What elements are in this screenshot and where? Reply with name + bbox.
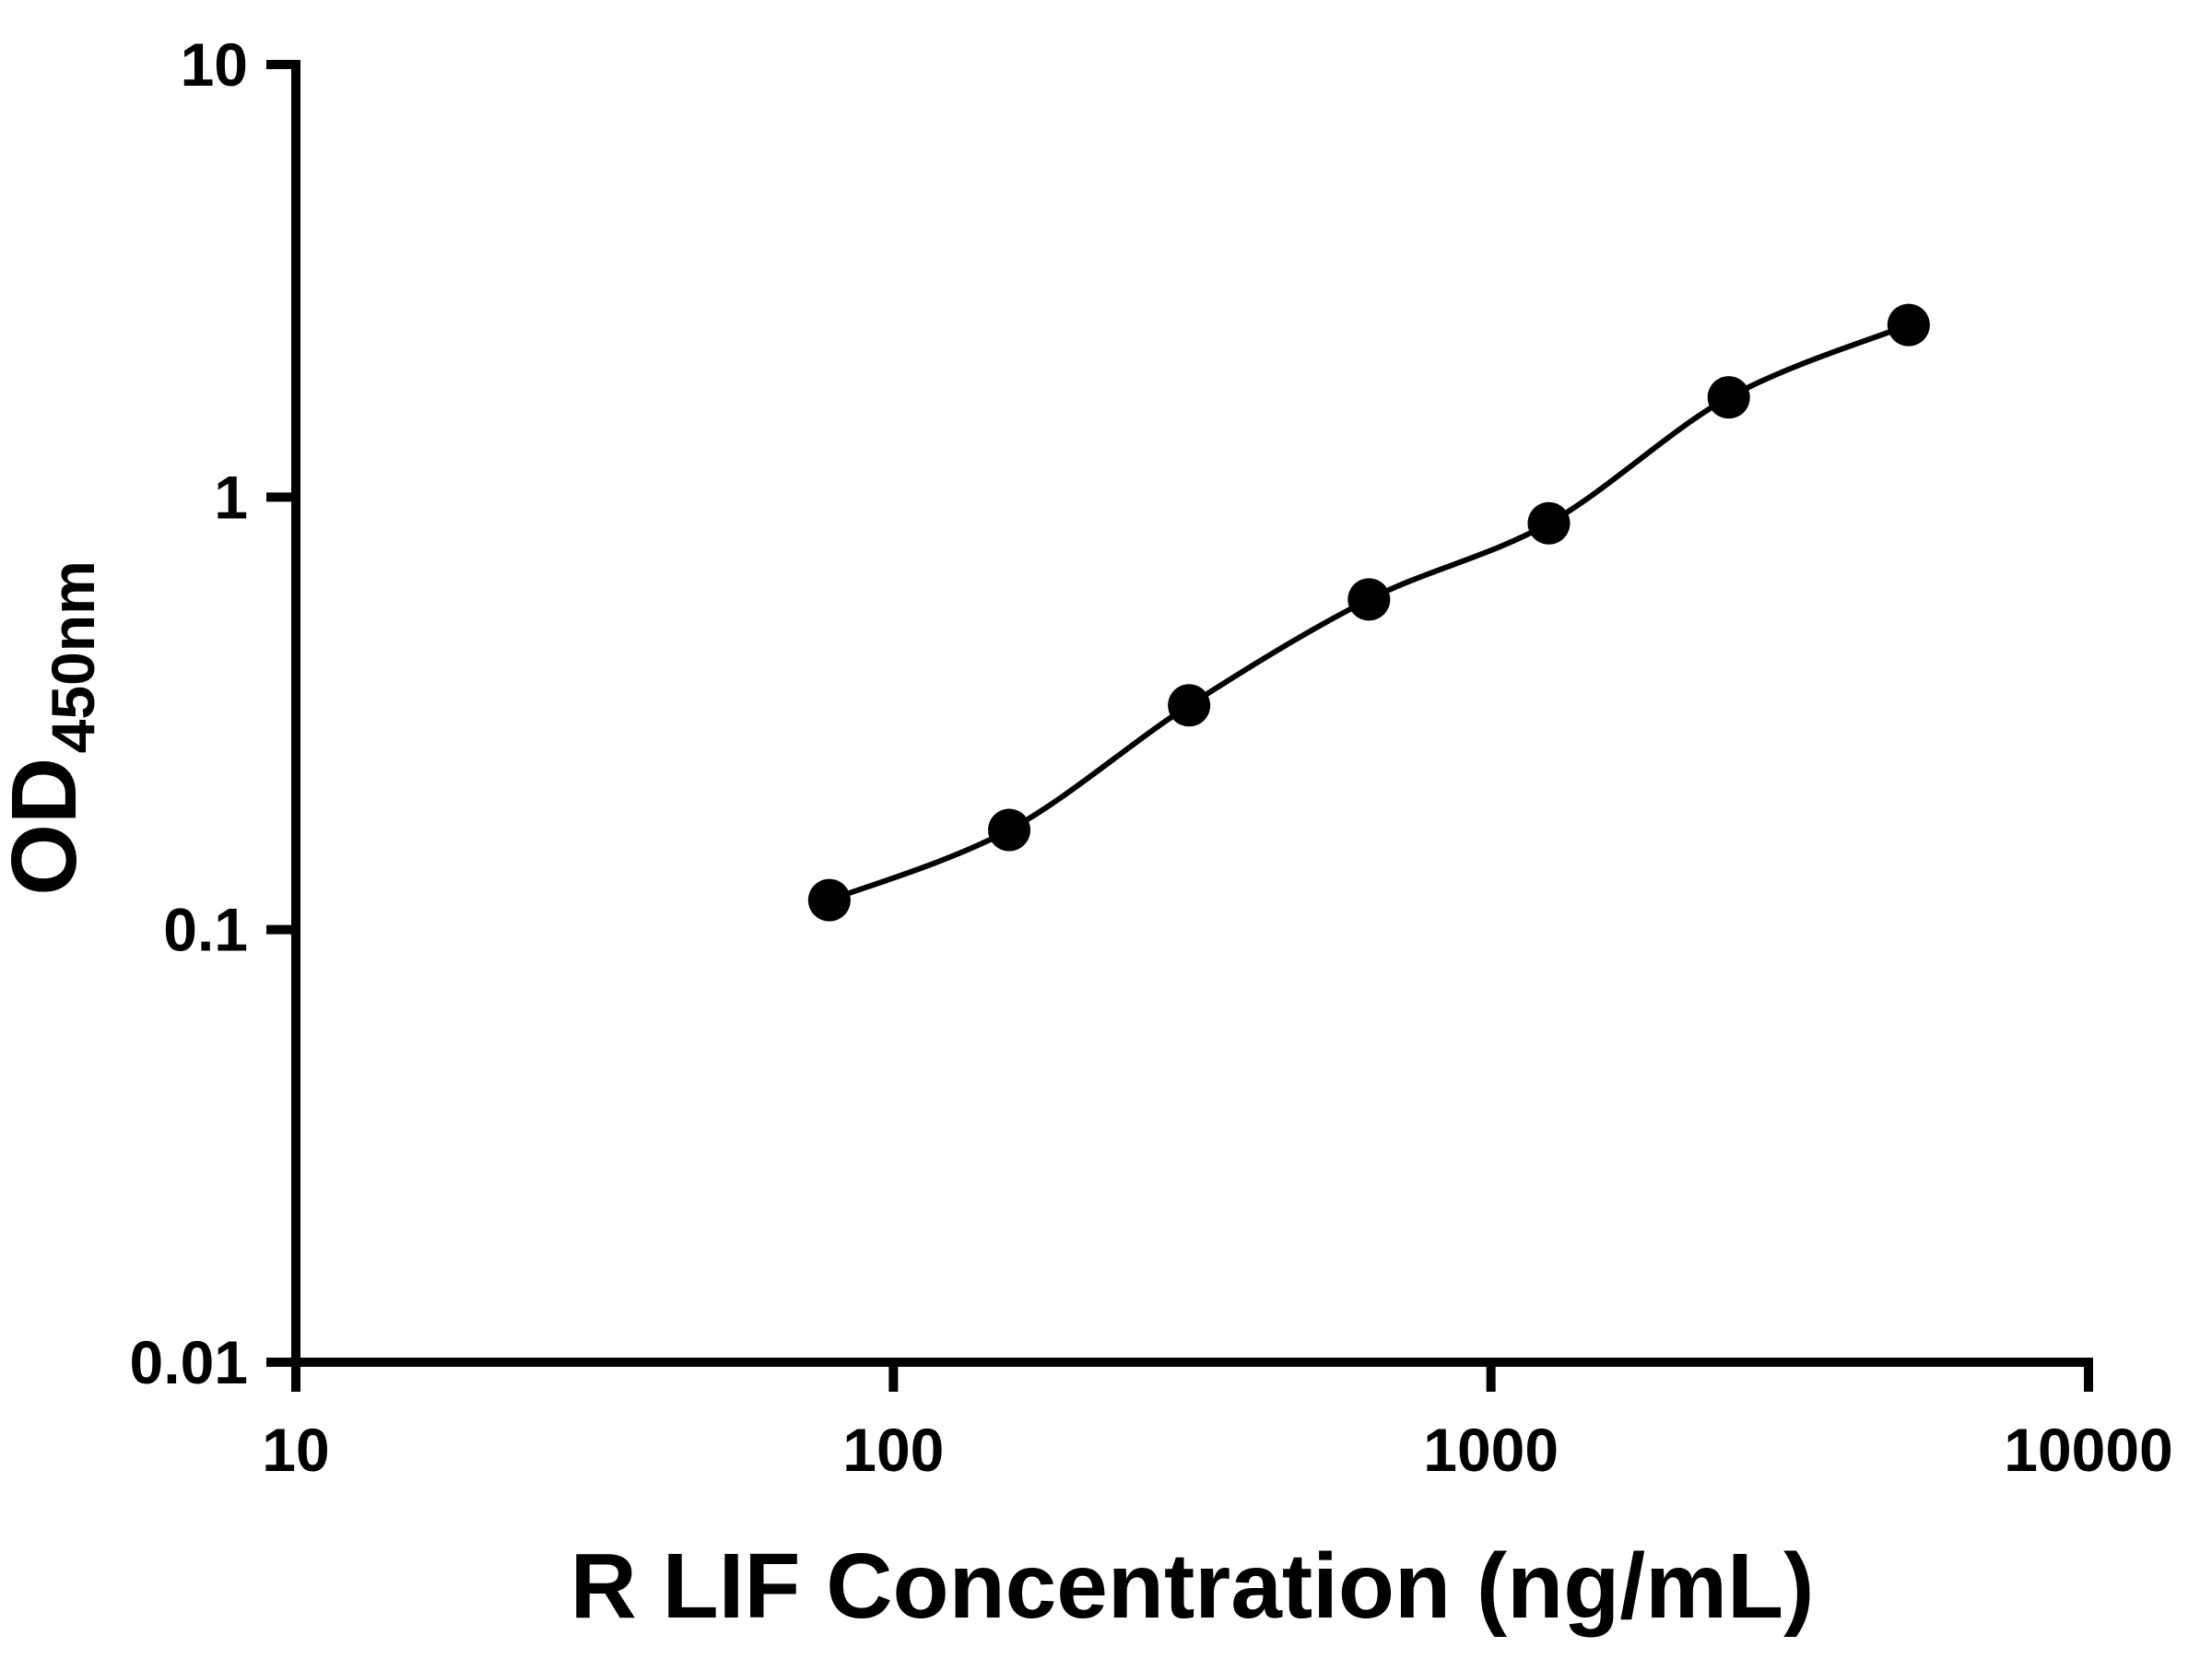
y-tick-label: 0.1 xyxy=(163,896,248,964)
data-point xyxy=(807,878,851,922)
data-point xyxy=(1707,376,1750,419)
axis-ticks xyxy=(266,60,2093,1392)
x-tick-label: 100 xyxy=(842,1416,944,1484)
y-tick-label: 10 xyxy=(181,30,248,99)
data-points xyxy=(807,303,1930,922)
y-tick-label: 0.01 xyxy=(130,1328,248,1396)
x-tick-label: 1000 xyxy=(1423,1416,1559,1484)
data-point xyxy=(987,808,1030,852)
data-point xyxy=(1347,578,1391,621)
data-point xyxy=(1527,501,1571,545)
data-point xyxy=(1168,684,1211,727)
x-tick-label: 10000 xyxy=(2004,1416,2173,1484)
x-axis-title: R LIF Concentration (ng/mL) xyxy=(571,1535,1815,1638)
y-axis-title-text: OD xyxy=(0,758,96,896)
data-point xyxy=(1887,303,1930,347)
tick-labels: 10 100 1000 10000 0.01 0.1 1 10 xyxy=(130,30,2173,1484)
x-tick-label: 10 xyxy=(262,1416,329,1484)
y-tick-label: 1 xyxy=(214,463,248,531)
y-axis-title: OD 450nm xyxy=(0,560,107,896)
y-axis-title-subscript: 450nm xyxy=(39,560,107,753)
